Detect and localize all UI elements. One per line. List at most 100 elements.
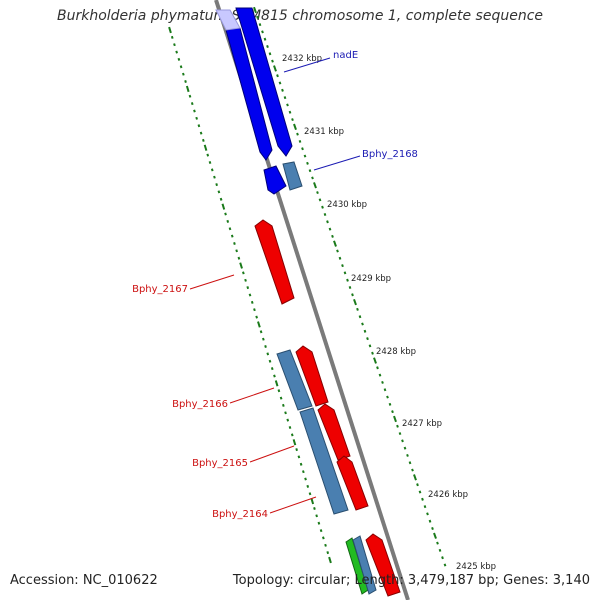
minor-tick [271,59,274,63]
kbp-tick-label: 2429 kbp [351,274,391,284]
gene-bphy2168-rna[interactable] [282,161,303,191]
minor-tick [226,219,230,223]
major-tick [310,497,315,505]
minor-tick [237,256,241,260]
minor-tick [386,395,389,399]
gene-label-bphy2168[interactable]: Bphy_2168 [362,149,418,160]
gene-reverse-d[interactable] [365,533,401,597]
gene-label-bphy2166[interactable]: Bphy_2166 [172,399,228,410]
reverse-strand-genes [254,219,401,597]
minor-tick [224,212,227,216]
minor-tick [336,249,339,253]
leader-bphy2168 [313,155,361,171]
minor-tick [228,227,232,231]
minor-tick [258,23,262,27]
minor-tick [348,285,352,290]
major-tick [413,474,417,481]
minor-tick [319,529,323,533]
minor-tick [418,490,422,494]
minor-tick [381,380,384,384]
kbp-tick-label: 2426 kbp [428,490,468,500]
minor-tick [175,50,178,54]
minor-tick [318,198,322,202]
minor-tick [416,483,419,487]
minor-tick [215,183,218,187]
minor-tick [273,374,276,378]
minor-tick [286,418,290,422]
kbp-tick-label: 2425 kbp [456,562,496,572]
minor-tick [391,410,394,414]
minor-tick [284,411,287,415]
minor-tick [302,470,305,474]
minor-tick [283,96,287,100]
minor-tick [306,161,309,165]
minor-tick [282,403,285,407]
minor-tick [324,543,327,547]
minor-tick [401,439,404,443]
minor-tick [406,453,409,457]
gene-nadE-forward[interactable] [235,7,293,157]
minor-tick [376,366,379,370]
gene-reverse-c[interactable] [336,455,369,511]
minor-tick [296,132,299,136]
gene-reverse-a[interactable] [295,345,329,407]
minor-tick [398,432,402,436]
minor-tick [202,138,205,142]
major-tick [203,144,208,151]
gene-bphy2165-rna[interactable] [299,407,349,515]
minor-tick [268,52,272,56]
minor-tick [323,212,327,217]
minor-tick [363,329,367,333]
outer-tick-ring [253,6,447,567]
minor-tick [195,116,198,120]
major-tick [239,262,243,269]
kbp-tick-labels: 2432 kbp 2431 kbp 2430 kbp 2429 kbp 2428 kbp… [282,54,496,572]
minor-tick [259,330,263,334]
minor-tick [438,548,442,552]
gene-bphy2168-forward[interactable] [263,165,287,195]
map-title: Burkholderia phymatum STM815 chromosome … [56,8,543,24]
major-tick [221,203,226,210]
major-tick [433,532,437,539]
minor-tick [281,88,284,92]
minor-tick [244,278,247,282]
minor-tick [358,315,362,319]
gene-bphy2166-rna[interactable] [276,349,313,411]
minor-tick [331,234,334,238]
minor-tick [311,176,314,180]
minor-tick [411,468,414,472]
gene-labels: nadE Bphy_2168 Bphy_2167 Bphy_2166 Bphy_… [132,50,418,520]
gene-label-bphy2167[interactable]: Bphy_2167 [132,284,188,295]
gene-bphy2167-reverse[interactable] [254,219,295,305]
minor-tick [264,345,267,348]
minor-tick [206,153,210,157]
minor-tick [316,191,319,195]
leader-nadE [283,57,331,73]
gene-label-bphy2164[interactable]: Bphy_2164 [212,509,268,520]
major-tick [373,357,377,364]
gene-label-nadE[interactable]: nadE [333,50,358,61]
minor-tick [261,30,264,34]
minor-tick [368,344,372,348]
gene-label-bphy2165[interactable]: Bphy_2165 [192,458,248,469]
leader-bphy2164 [269,496,317,514]
major-tick [257,321,261,328]
minor-tick [383,388,387,392]
gene-reverse-b[interactable] [317,403,351,461]
major-tick [168,26,172,34]
minor-tick [351,293,354,297]
minor-tick [182,72,185,76]
minor-tick [297,455,301,459]
major-tick [293,123,297,131]
minor-tick [177,57,181,61]
minor-tick [246,286,250,290]
gene-rna-bottom[interactable] [352,535,377,595]
minor-tick [431,526,434,531]
kbp-tick-label: 2430 kbp [327,200,367,210]
minor-tick [219,197,223,201]
minor-tick [217,190,221,194]
gene-fragment-forward[interactable] [215,9,241,31]
minor-tick [326,220,329,224]
